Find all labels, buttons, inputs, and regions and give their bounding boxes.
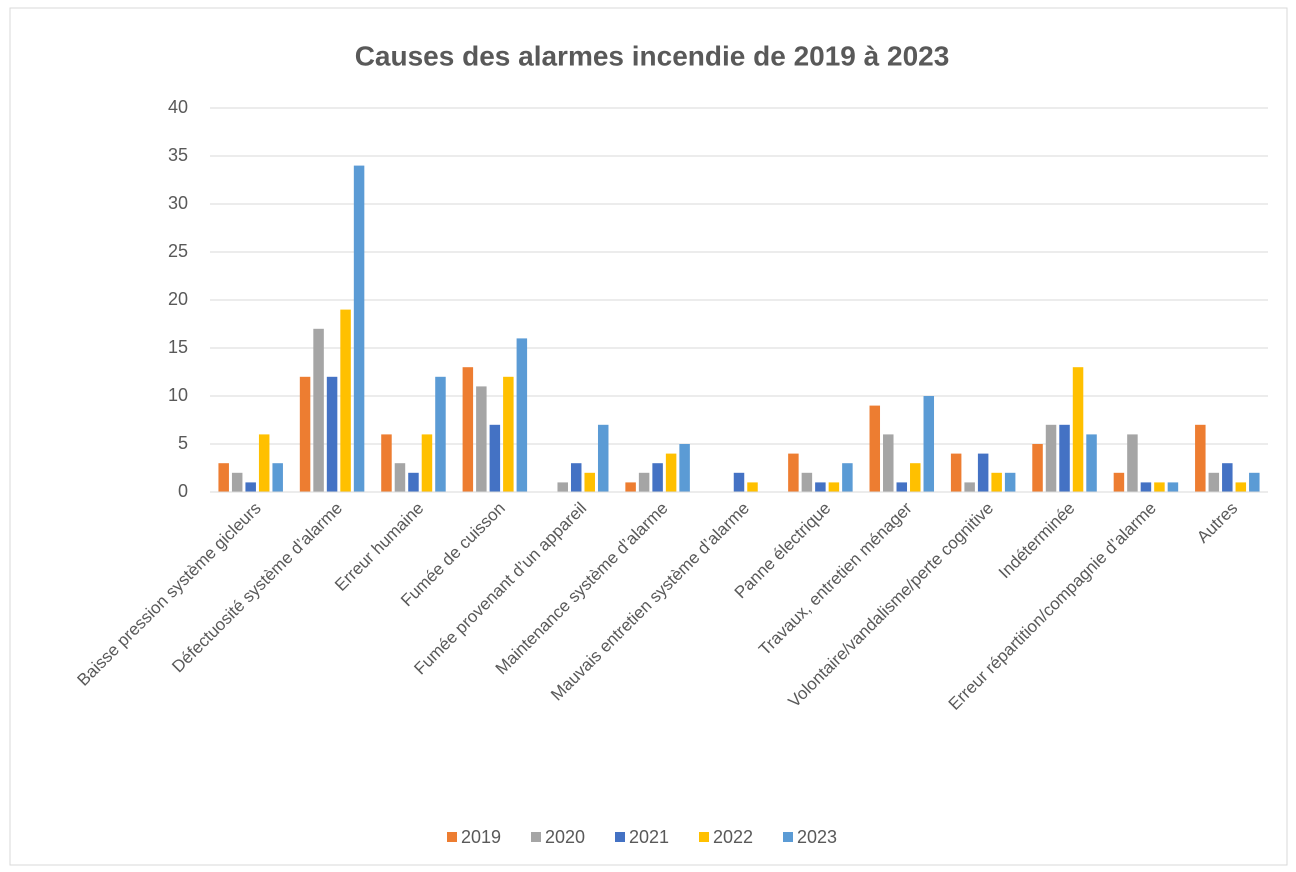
legend-swatch	[783, 832, 793, 842]
bar	[597, 424, 609, 492]
bar	[1235, 482, 1247, 492]
legend-label: 2019	[461, 827, 501, 847]
bar	[625, 482, 636, 492]
chart-title: Causes des alarmes incendie de 2019 à 20…	[355, 40, 950, 71]
y-tick-label: 20	[168, 289, 188, 309]
bar	[435, 376, 446, 492]
bar	[950, 453, 962, 492]
bar	[489, 424, 501, 492]
bar	[815, 482, 826, 492]
bar	[652, 463, 663, 492]
bar	[340, 309, 351, 492]
bar	[733, 472, 745, 492]
bar	[1249, 472, 1260, 492]
bar	[991, 472, 1002, 492]
bar	[245, 482, 256, 492]
bar	[747, 482, 758, 492]
bar	[1072, 367, 1084, 492]
bar	[231, 472, 243, 492]
bar	[788, 453, 799, 492]
bar	[462, 367, 474, 492]
bar	[421, 434, 433, 492]
bar	[910, 463, 921, 492]
bar	[1059, 424, 1070, 492]
bar	[516, 338, 528, 492]
bar	[883, 434, 894, 492]
bar	[665, 453, 677, 492]
bar	[353, 165, 365, 492]
y-tick-label: 25	[168, 241, 188, 261]
bar	[1140, 482, 1152, 492]
bar	[828, 482, 840, 492]
legend-swatch	[615, 832, 625, 842]
bar	[679, 444, 690, 492]
bar	[557, 482, 568, 492]
y-tick-label: 35	[168, 145, 188, 165]
legend-swatch	[699, 832, 709, 842]
legend-swatch	[447, 832, 457, 842]
bar	[1004, 472, 1016, 492]
y-tick-label: 0	[178, 481, 188, 501]
bar	[964, 482, 975, 492]
bar	[381, 434, 392, 492]
bar	[842, 463, 853, 492]
bar	[1045, 424, 1057, 492]
legend-label: 2020	[545, 827, 585, 847]
bar	[869, 405, 881, 492]
bar	[570, 463, 582, 492]
bar	[923, 396, 935, 492]
bar	[584, 472, 595, 492]
bar	[326, 376, 338, 492]
y-tick-label: 10	[168, 385, 188, 405]
legend-label: 2021	[629, 827, 669, 847]
bar	[1222, 463, 1233, 492]
bar	[896, 482, 908, 492]
bar	[1113, 472, 1125, 492]
bar	[977, 453, 989, 492]
bar	[1086, 434, 1097, 492]
bar	[299, 376, 311, 492]
y-tick-label: 15	[168, 337, 188, 357]
bar	[476, 386, 487, 492]
bar	[258, 434, 270, 492]
bar	[1127, 434, 1138, 492]
legend-label: 2023	[797, 827, 837, 847]
bar	[218, 463, 229, 492]
bar	[408, 472, 419, 492]
bar	[272, 463, 283, 492]
bar	[1195, 424, 1206, 492]
y-tick-label: 5	[178, 433, 188, 453]
bar	[394, 463, 406, 492]
bar	[1032, 444, 1043, 492]
bar	[638, 472, 650, 492]
bar	[1167, 482, 1179, 492]
legend-swatch	[531, 832, 541, 842]
y-tick-label: 30	[168, 193, 188, 213]
bar	[313, 328, 324, 492]
bar	[801, 472, 813, 492]
legend-label: 2022	[713, 827, 753, 847]
bar	[1154, 482, 1165, 492]
bar	[503, 376, 514, 492]
bar	[1208, 472, 1220, 492]
y-tick-label: 40	[168, 97, 188, 117]
